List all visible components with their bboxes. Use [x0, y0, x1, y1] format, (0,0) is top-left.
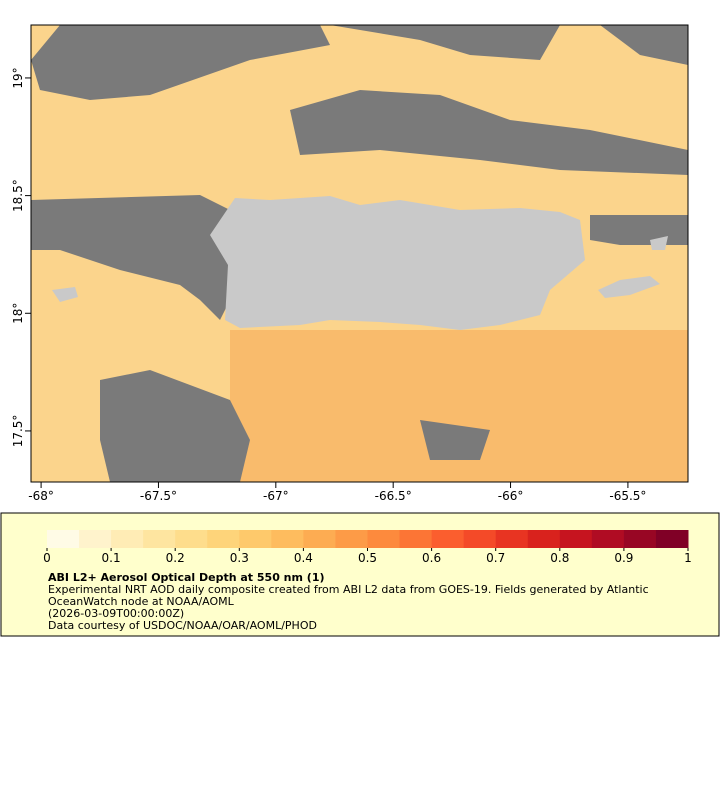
colorbar-cell — [559, 530, 593, 548]
colorbar-tick-label: 0.1 — [102, 551, 121, 565]
colorbar-tick-label: 0.5 — [358, 551, 377, 565]
legend-lines: Experimental NRT AOD daily composite cre… — [48, 583, 649, 632]
colorbar-cell — [655, 530, 689, 548]
colorbar-tick-label: 0.9 — [614, 551, 633, 565]
lat-tick-label: 17.5° — [11, 415, 25, 448]
colorbar-cell — [207, 530, 240, 548]
lon-tick-label: -68° — [28, 489, 54, 503]
legend-line: Data courtesy of USDOC/NOAA/OAR/AOML/PHO… — [48, 619, 317, 632]
colorbar-tick-label: 0.8 — [550, 551, 569, 565]
axes: -68° -67.5° -67° -66.5° -66° -65.5° 17.5° 18° 18… — [11, 67, 646, 503]
cloud — [600, 25, 688, 65]
colorbar-cell — [527, 530, 561, 548]
colorbar-cell — [175, 530, 208, 548]
aod-raster — [31, 25, 688, 482]
colorbar-cell — [367, 530, 401, 548]
colorbar-cell — [303, 530, 336, 548]
legend-line: Experimental NRT AOD daily composite cre… — [48, 583, 649, 596]
colorbar-tick-label: 0.3 — [230, 551, 249, 565]
lon-tick-label: -67.5° — [140, 489, 177, 503]
lat-tick-label: 18° — [11, 303, 25, 324]
colorbar-cell — [591, 530, 625, 548]
colorbar-tick-label: 0.2 — [166, 551, 185, 565]
island — [52, 287, 78, 302]
colorbar-tick-label: 0.7 — [486, 551, 505, 565]
legend-line: OceanWatch node at NOAA/AOML — [48, 595, 235, 608]
colorbar-cell — [79, 530, 112, 548]
cloud — [590, 215, 688, 245]
colorbar-cell — [335, 530, 368, 548]
lon-tick-label: -66.5° — [375, 489, 412, 503]
colorbar-tick-label: 0.6 — [422, 551, 441, 565]
colorbar-cell — [431, 530, 465, 548]
colorbar-cell — [399, 530, 433, 548]
cloud — [31, 25, 330, 100]
colorbar-cell — [463, 530, 497, 548]
cloud — [100, 370, 250, 482]
plot-frame — [30, 24, 689, 483]
colorbar-tick-label: 0 — [43, 551, 51, 565]
cloud — [330, 25, 560, 60]
colorbar-cell — [623, 530, 657, 548]
lon-tick-label: -65.5° — [609, 489, 646, 503]
legend-title: ABI L2+ Aerosol Optical Depth at 550 nm … — [48, 571, 325, 584]
colorbar-tick-label: 1 — [684, 551, 692, 565]
colorbar-tick-label: 0.4 — [294, 551, 313, 565]
colorbar-cell — [47, 530, 80, 548]
lat-tick-label: 18.5° — [11, 179, 25, 212]
legend-line: (2026-03-09T00:00:00Z) — [48, 607, 184, 620]
island — [650, 236, 668, 250]
colorbar: 0 0.1 0.2 0.3 0.4 0.5 0.6 0.7 0.8 0.9 1 — [43, 530, 692, 565]
colorbar-cell — [143, 530, 176, 548]
colorbar-cell — [239, 530, 272, 548]
lon-tick-label: -66° — [498, 489, 524, 503]
colorbar-cell — [495, 530, 529, 548]
colorbar-cell — [111, 530, 144, 548]
island — [210, 196, 585, 330]
colorbar-cell — [271, 530, 304, 548]
lat-tick-label: 19° — [11, 67, 25, 88]
island — [598, 276, 660, 298]
cloud — [420, 420, 490, 460]
cloud — [31, 195, 240, 320]
lon-tick-label: -67° — [263, 489, 289, 503]
cloud — [290, 90, 688, 175]
